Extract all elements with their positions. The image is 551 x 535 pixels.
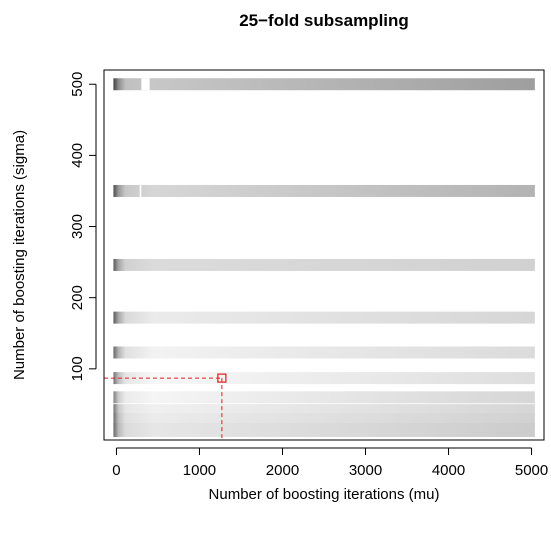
heatmap-row <box>113 258 535 271</box>
y-tick-label: 500 <box>69 72 86 97</box>
heatmap-row <box>113 391 535 404</box>
heatmap-gap <box>139 184 142 197</box>
x-tick-label: 4000 <box>432 462 465 479</box>
x-axis: 0 1000 2000 3000 4000 5000 <box>112 447 548 479</box>
optimum-point <box>217 373 227 383</box>
x-axis-label: Number of boosting iterations (mu) <box>209 486 440 503</box>
heatmap-rows <box>113 78 535 438</box>
y-tick-label: 300 <box>69 214 86 239</box>
heatmap-row <box>113 184 535 197</box>
x-tick-label: 5000 <box>515 462 548 479</box>
optimum-marker <box>104 373 227 440</box>
heatmap-gap <box>141 78 150 91</box>
y-axis: 100 200 300 400 500 <box>69 72 97 381</box>
heatmap-row <box>113 372 535 385</box>
plot-frame <box>103 69 545 441</box>
x-tick-label: 0 <box>112 462 120 479</box>
heatmap-row <box>113 346 535 359</box>
x-tick-label: 1000 <box>183 462 216 479</box>
y-tick-label: 200 <box>69 285 86 310</box>
heatmap-row <box>113 423 535 438</box>
heatmap-row <box>113 78 535 91</box>
y-tick-label: 100 <box>69 356 86 381</box>
x-tick-label: 3000 <box>349 462 382 479</box>
y-tick-label: 400 <box>69 143 86 168</box>
heatmap-row <box>113 311 535 324</box>
y-axis-label: Number of boosting iterations (sigma) <box>11 130 28 380</box>
chart-title: 25−fold subsampling <box>239 11 409 30</box>
x-tick-label: 2000 <box>266 462 299 479</box>
